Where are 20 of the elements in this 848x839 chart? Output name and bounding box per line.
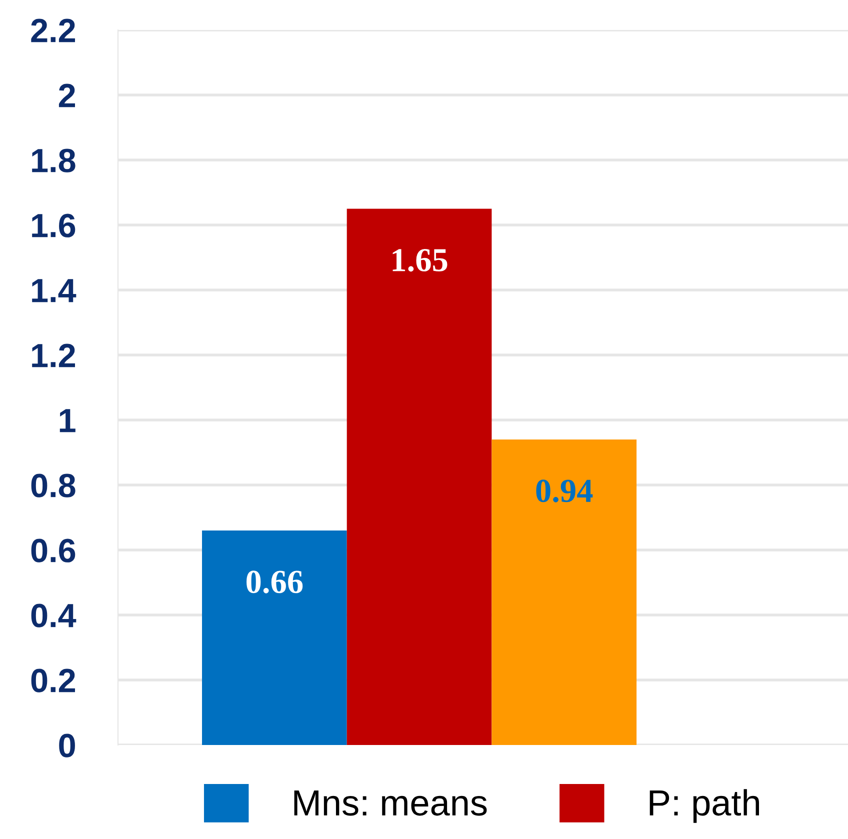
y-tick-label: 1.2 xyxy=(32,344,76,368)
bar xyxy=(492,440,637,745)
legend-label: Mns: means xyxy=(294,790,487,816)
legend-label: P: path xyxy=(650,789,759,823)
y-tick-label: 0 xyxy=(59,734,75,758)
y-tick-label: 0.8 xyxy=(31,474,76,498)
y-tick-label: 2.2 xyxy=(31,18,76,42)
y-tick-label: 2 xyxy=(58,84,75,108)
y-tick-label: 1 xyxy=(60,409,76,432)
y-tick-label: 1.6 xyxy=(32,214,76,238)
y-tick-label: 0.6 xyxy=(31,538,76,562)
y-tick-label: 0.2 xyxy=(31,668,76,692)
data-label: 0.94 xyxy=(536,480,593,502)
data-label: 0.66 xyxy=(246,570,303,594)
data-label: 1.65 xyxy=(392,249,448,272)
bar xyxy=(202,530,347,745)
y-tick-label: 0.4 xyxy=(31,604,76,628)
y-tick-label: 1.8 xyxy=(32,148,76,172)
y-tick-label: 1.4 xyxy=(32,279,76,302)
bar xyxy=(346,208,492,745)
